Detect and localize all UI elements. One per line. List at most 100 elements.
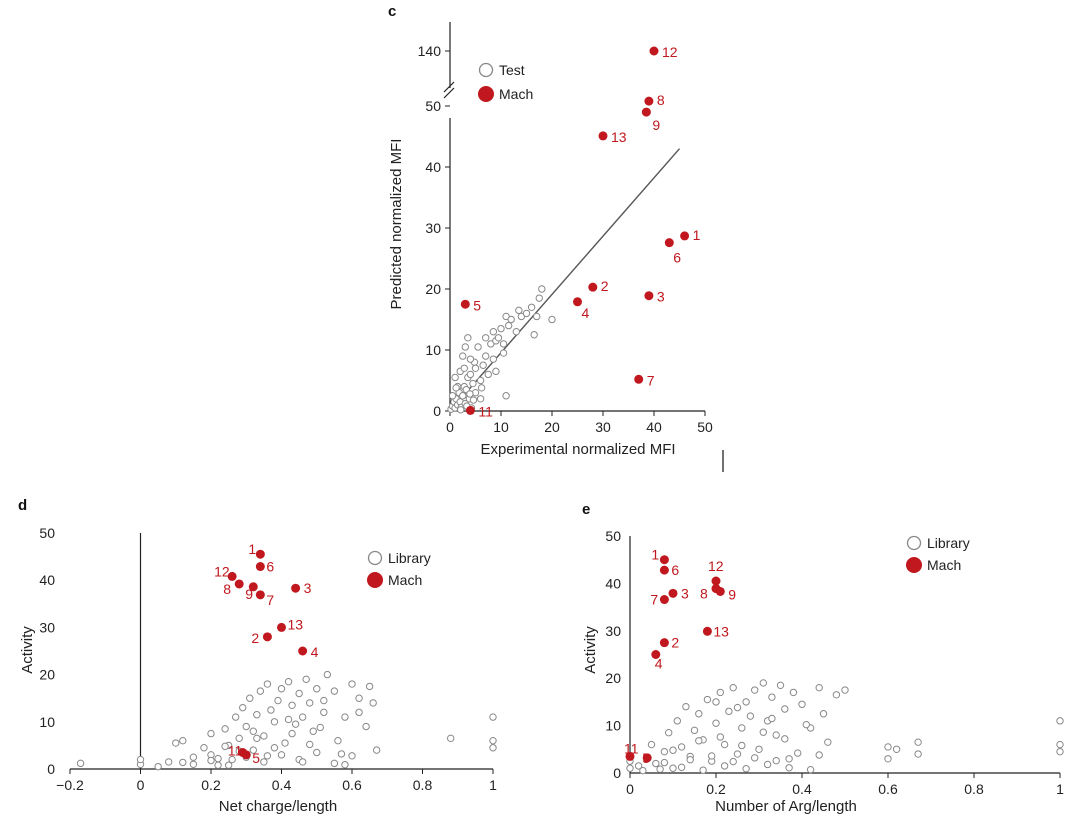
test-point bbox=[469, 379, 477, 388]
test-point bbox=[512, 328, 520, 336]
library-point bbox=[291, 720, 300, 728]
test-point bbox=[466, 355, 475, 363]
y-tick-label: 20 bbox=[605, 670, 621, 686]
test-point bbox=[489, 328, 498, 336]
test-point bbox=[492, 367, 500, 376]
y-tick-label: 30 bbox=[39, 619, 55, 635]
mach-point-label: 7 bbox=[650, 592, 658, 608]
x-tick-label: 0.8 bbox=[964, 781, 984, 797]
mach-point-label: 11 bbox=[478, 403, 493, 419]
test-point bbox=[538, 285, 546, 293]
library-point bbox=[154, 762, 162, 771]
library-point bbox=[224, 761, 233, 769]
library-point bbox=[725, 707, 733, 716]
library-point bbox=[841, 686, 849, 694]
x-tick-label: 0.4 bbox=[272, 777, 292, 793]
mach-point-label: 12 bbox=[214, 563, 230, 579]
mach-point-label: 1 bbox=[693, 227, 701, 243]
x-tick-label: 0 bbox=[137, 777, 145, 793]
y-tick-label: 0 bbox=[47, 761, 55, 777]
test-point bbox=[535, 294, 543, 302]
mach-points: 163 7 128 9 13 24 115 bbox=[624, 547, 736, 766]
library-point bbox=[751, 754, 759, 762]
library-point bbox=[815, 683, 823, 692]
library-point bbox=[330, 687, 339, 695]
legend: Test Mach bbox=[478, 62, 533, 102]
y-tick-label: 0 bbox=[433, 403, 441, 419]
y-tick-label: 30 bbox=[605, 623, 621, 639]
library-point bbox=[660, 747, 669, 756]
mach-point-label: 8 bbox=[223, 581, 231, 597]
mach-point-label: 7 bbox=[266, 592, 274, 608]
mach-point bbox=[644, 96, 654, 106]
library-point bbox=[733, 703, 742, 712]
mach-point-label: 1 bbox=[248, 541, 256, 557]
library-point bbox=[313, 748, 321, 757]
legend: Library Mach bbox=[906, 535, 970, 573]
library-point bbox=[686, 756, 694, 764]
library-point bbox=[798, 700, 806, 708]
test-point bbox=[548, 315, 556, 324]
x-tick-label: 0.6 bbox=[878, 781, 898, 797]
library-point bbox=[320, 696, 328, 705]
mach-point bbox=[668, 588, 678, 598]
library-point bbox=[806, 765, 815, 774]
mach-point bbox=[255, 549, 265, 559]
mach-point-label: 5 bbox=[642, 750, 650, 766]
mach-point-label: 6 bbox=[266, 559, 274, 575]
library-point bbox=[253, 734, 261, 743]
library-point bbox=[165, 758, 173, 766]
axes bbox=[70, 533, 493, 770]
mach-point-label: 1 bbox=[651, 547, 659, 563]
library-point bbox=[270, 744, 279, 752]
legend-library-label: Library bbox=[388, 550, 431, 566]
library-point bbox=[759, 728, 767, 736]
mach-point-label: 2 bbox=[251, 630, 259, 646]
y-tick-label: 0 bbox=[613, 765, 621, 781]
library-point bbox=[892, 745, 901, 753]
test-point bbox=[477, 384, 486, 392]
library-point bbox=[738, 741, 746, 750]
test-point bbox=[482, 334, 490, 342]
x-tick-label: 0.6 bbox=[342, 777, 362, 793]
x-tick-label: 0.4 bbox=[792, 781, 812, 797]
library-point bbox=[306, 740, 314, 749]
library-point bbox=[348, 752, 356, 760]
legend-mach-label: Mach bbox=[927, 557, 961, 573]
library-point bbox=[720, 740, 729, 749]
library-point bbox=[355, 708, 363, 717]
test-point bbox=[522, 309, 531, 318]
mach-point bbox=[680, 231, 690, 241]
mach-point-label: 3 bbox=[657, 289, 665, 305]
library-point bbox=[249, 746, 258, 754]
mach-point bbox=[644, 291, 654, 301]
mach-point bbox=[659, 555, 669, 565]
test-point bbox=[461, 343, 469, 351]
test-point bbox=[530, 331, 538, 339]
library-point bbox=[708, 752, 716, 760]
mach-point-label: 11 bbox=[624, 740, 639, 756]
library-point bbox=[1056, 740, 1064, 749]
mach-point bbox=[659, 565, 669, 575]
library-point bbox=[819, 710, 828, 718]
library-point bbox=[189, 760, 198, 768]
mach-point-label: 5 bbox=[252, 750, 260, 766]
test-point bbox=[499, 340, 508, 348]
library-point bbox=[914, 750, 922, 758]
x-tick-label: 40 bbox=[646, 419, 662, 435]
library-point bbox=[341, 713, 349, 721]
library-point bbox=[447, 734, 455, 743]
library-point bbox=[729, 683, 737, 692]
library-point bbox=[323, 670, 332, 679]
legend-mach-marker bbox=[367, 572, 383, 588]
legend-mach-label: Mach bbox=[388, 572, 422, 588]
test-point bbox=[452, 384, 460, 392]
library-point bbox=[703, 695, 712, 704]
mach-point-label: 3 bbox=[304, 580, 312, 596]
library-point bbox=[348, 680, 356, 688]
library-point bbox=[302, 675, 310, 684]
test-point bbox=[460, 364, 468, 372]
test-point bbox=[451, 373, 459, 382]
